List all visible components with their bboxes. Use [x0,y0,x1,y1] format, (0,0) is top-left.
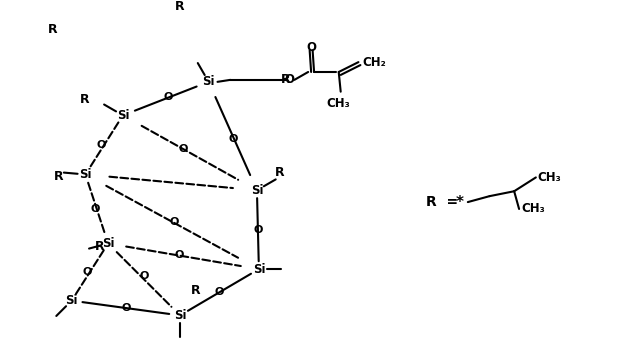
Text: O: O [82,267,92,277]
Text: CH₃: CH₃ [538,171,561,184]
Text: CH₃: CH₃ [521,203,545,215]
Text: Si: Si [102,237,115,250]
Text: R  =: R = [426,195,459,209]
Text: O: O [228,134,237,144]
Text: O: O [306,41,316,54]
Text: R: R [275,165,285,179]
Text: O: O [179,144,188,154]
Text: R: R [175,0,185,13]
Text: O: O [253,225,262,235]
Text: Si: Si [174,309,186,322]
Text: O: O [90,204,99,214]
Text: O: O [215,287,224,297]
Text: CH₂: CH₂ [362,56,386,68]
Text: Si: Si [251,184,263,197]
Text: O: O [121,303,131,313]
Text: Si: Si [116,109,129,122]
Text: R: R [54,170,64,183]
Text: R: R [95,240,105,254]
Text: R: R [79,93,89,106]
Text: Si: Si [202,75,215,88]
Text: Si: Si [79,168,92,181]
Text: O: O [97,140,106,150]
Text: *: * [456,195,464,209]
Text: R: R [191,284,200,297]
Text: O: O [140,271,148,281]
Text: Si: Si [65,294,78,307]
Text: CH₃: CH₃ [327,97,351,110]
Text: O: O [174,250,184,260]
Text: O: O [284,73,294,86]
Text: R: R [48,23,58,36]
Text: O: O [163,92,172,101]
Text: O: O [170,217,179,227]
Text: R: R [281,73,291,86]
Text: Si: Si [253,262,265,276]
